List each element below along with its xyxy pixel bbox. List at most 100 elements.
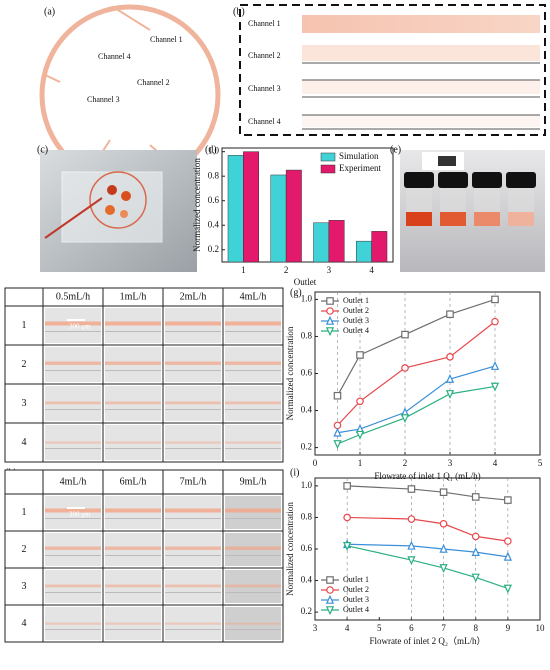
marker xyxy=(333,427,342,437)
panel-label: (a) xyxy=(44,6,55,17)
channel-flow xyxy=(45,321,101,326)
channel-flow xyxy=(45,508,101,513)
channel-flow xyxy=(225,361,281,365)
legend-marker xyxy=(326,297,334,305)
bar xyxy=(285,169,302,263)
marker xyxy=(343,542,352,551)
x-axis-label: Flowrate of inlet 1 Q₁ (mL/h) xyxy=(374,471,480,481)
channel-label: Channel 2 xyxy=(248,51,281,60)
channel-flow xyxy=(105,584,161,588)
marker xyxy=(504,496,512,504)
channel-stripes xyxy=(302,15,540,130)
legend-label: Outlet 4 xyxy=(343,326,369,335)
x-tick-label: 4 xyxy=(369,265,374,275)
row-header: 1 xyxy=(22,507,27,518)
marker xyxy=(446,310,454,319)
micrograph xyxy=(45,425,101,460)
bar xyxy=(270,174,287,263)
x-tick-label: 6 xyxy=(409,623,414,633)
series-line xyxy=(347,485,508,501)
marker xyxy=(471,547,480,556)
x-tick-label: 5 xyxy=(538,458,543,468)
marker xyxy=(439,519,448,528)
channel-flow xyxy=(105,401,161,405)
channel-flow xyxy=(165,508,221,513)
column-header: 1mL/h xyxy=(120,291,147,302)
y-axis-label: Normalized concentration xyxy=(285,326,295,420)
y-tick-label: 0.4 xyxy=(301,405,313,415)
column-header: 2mL/h xyxy=(180,291,207,302)
column-header: 7mL/h xyxy=(180,476,207,487)
photo-vials xyxy=(400,150,545,272)
legend-label: Outlet 2 xyxy=(343,585,369,594)
legend-label: Outlet 1 xyxy=(343,296,369,305)
marker xyxy=(356,351,364,359)
micrograph xyxy=(165,607,221,640)
y-tick-label: 0.8 xyxy=(301,331,313,341)
channel-flow xyxy=(45,401,101,405)
panel-label: (i) xyxy=(290,467,299,478)
marker xyxy=(439,564,448,574)
marker xyxy=(333,391,342,400)
legend-label: Outlet 1 xyxy=(343,575,369,584)
channel-flow xyxy=(105,361,161,365)
bar xyxy=(227,155,244,263)
channel-flow xyxy=(225,441,281,444)
y-tick-label: 1.0 xyxy=(301,293,313,303)
legend-marker xyxy=(325,594,335,604)
marker xyxy=(504,537,512,545)
y-axis-label: Normalized concentration xyxy=(192,158,202,252)
marker xyxy=(439,488,448,497)
channel-flow xyxy=(45,361,101,365)
x-axis-label: Flowrate of inlet 2 Q₂（mL/h） xyxy=(369,636,485,646)
channel-flow xyxy=(165,361,221,365)
y-tick-label: 0.6 xyxy=(208,195,220,205)
channel-flow xyxy=(165,546,221,550)
legend-label: Simulation xyxy=(339,151,379,161)
micrograph xyxy=(225,607,281,640)
y-tick-label: 0.4 xyxy=(208,219,220,229)
marker xyxy=(407,485,416,493)
channel-flow xyxy=(105,546,161,550)
legend-label: Experiment xyxy=(339,163,381,173)
bar xyxy=(313,222,330,263)
legend-swatch xyxy=(320,164,336,174)
y-tick-label: 0.2 xyxy=(208,244,219,254)
legend-marker xyxy=(325,606,335,616)
legend-label: Outlet 2 xyxy=(343,306,369,315)
y-tick-label: 0.8 xyxy=(208,170,220,180)
x-tick-label: 5 xyxy=(377,623,382,633)
channel-flow xyxy=(225,622,281,625)
marker xyxy=(400,414,410,424)
x-tick-label: 2 xyxy=(284,265,289,275)
plot-frame xyxy=(221,147,394,263)
marker xyxy=(343,482,351,490)
annotation: Outlet xyxy=(294,277,317,287)
legend-marker xyxy=(325,327,335,337)
y-tick-label: 0.2 xyxy=(301,442,312,452)
marker xyxy=(355,430,365,440)
row-header: 1 xyxy=(22,320,27,331)
channel-flow xyxy=(165,622,221,625)
channel-label: Channel 1 xyxy=(248,19,281,28)
bar xyxy=(355,240,372,263)
marker xyxy=(407,556,416,566)
panel-label: (g) xyxy=(290,287,302,298)
marker xyxy=(491,317,499,326)
panel-label: (c) xyxy=(37,144,48,155)
x-tick-label: 3 xyxy=(327,265,332,275)
bar xyxy=(243,151,260,263)
y-tick-label: 0.6 xyxy=(301,368,313,378)
micrograph xyxy=(105,607,161,640)
channel-flow xyxy=(225,546,281,550)
marker xyxy=(333,421,342,430)
row-header: 4 xyxy=(22,618,27,629)
marker xyxy=(471,532,480,541)
x-tick-label: 1 xyxy=(358,458,363,468)
column-header: 4mL/h xyxy=(60,476,87,487)
channel-flow xyxy=(45,584,101,588)
channel-flow xyxy=(45,546,101,550)
x-tick-label: 7 xyxy=(441,623,446,633)
legend-marker xyxy=(326,307,334,315)
